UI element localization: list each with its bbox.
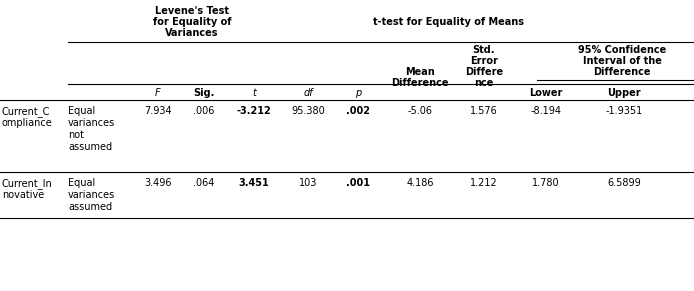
- Text: 1.212: 1.212: [470, 178, 498, 188]
- Text: Equal: Equal: [68, 106, 95, 116]
- Text: -5.06: -5.06: [407, 106, 432, 116]
- Text: Interval of the: Interval of the: [582, 56, 661, 66]
- Text: .002: .002: [346, 106, 370, 116]
- Text: 103: 103: [299, 178, 317, 188]
- Text: variances: variances: [68, 190, 115, 200]
- Text: variances: variances: [68, 118, 115, 128]
- Text: assumed: assumed: [68, 202, 112, 212]
- Text: ompliance: ompliance: [2, 118, 53, 128]
- Text: 7.934: 7.934: [144, 106, 172, 116]
- Text: -3.212: -3.212: [237, 106, 271, 116]
- Text: Difference: Difference: [391, 78, 449, 88]
- Text: Equal: Equal: [68, 178, 95, 188]
- Text: 95% Confidence: 95% Confidence: [578, 45, 666, 55]
- Text: 3.451: 3.451: [239, 178, 269, 188]
- Text: Differe: Differe: [465, 67, 503, 77]
- Text: .064: .064: [194, 178, 214, 188]
- Text: nce: nce: [474, 78, 493, 88]
- Text: 6.5899: 6.5899: [607, 178, 641, 188]
- Text: Upper: Upper: [607, 88, 641, 98]
- Text: assumed: assumed: [68, 142, 112, 152]
- Text: Sig.: Sig.: [194, 88, 214, 98]
- Text: 1.576: 1.576: [470, 106, 498, 116]
- Text: df: df: [303, 88, 313, 98]
- Text: -8.194: -8.194: [530, 106, 561, 116]
- Text: Std.: Std.: [473, 45, 496, 55]
- Text: Variances: Variances: [165, 28, 219, 38]
- Text: Error: Error: [470, 56, 498, 66]
- Text: 4.186: 4.186: [406, 178, 434, 188]
- Text: Mean: Mean: [405, 67, 435, 77]
- Text: 95.380: 95.380: [291, 106, 325, 116]
- Text: Current_C: Current_C: [2, 106, 51, 117]
- Text: 1.780: 1.780: [532, 178, 560, 188]
- Text: .006: .006: [194, 106, 214, 116]
- Text: F: F: [155, 88, 161, 98]
- Text: 3.496: 3.496: [144, 178, 171, 188]
- Text: Current_In: Current_In: [2, 178, 53, 189]
- Text: not: not: [68, 130, 84, 140]
- Text: Levene's Test: Levene's Test: [155, 6, 229, 16]
- Text: t: t: [252, 88, 256, 98]
- Text: -1.9351: -1.9351: [605, 106, 643, 116]
- Text: p: p: [355, 88, 361, 98]
- Text: novative: novative: [2, 190, 44, 200]
- Text: .001: .001: [346, 178, 370, 188]
- Text: for Equality of: for Equality of: [153, 17, 231, 27]
- Text: Lower: Lower: [530, 88, 563, 98]
- Text: Difference: Difference: [593, 67, 651, 77]
- Text: t-test for Equality of Means: t-test for Equality of Means: [373, 17, 525, 27]
